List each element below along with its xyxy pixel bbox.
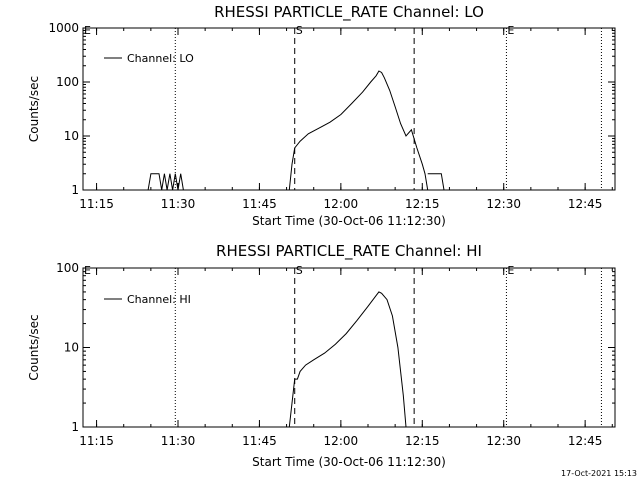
x-tick-label: 12:00	[324, 197, 359, 211]
legend-label: Channel: HI	[127, 293, 191, 306]
x-tick-label: 12:15	[405, 197, 440, 211]
x-tick-label: 12:30	[486, 197, 521, 211]
y-tick-label: 1	[71, 183, 79, 197]
x-tick-label: 11:15	[79, 434, 114, 448]
footer-timestamp: 17-Oct-2021 15:13	[561, 469, 637, 478]
y-axis-label: Counts/sec	[27, 76, 41, 142]
x-tick-label: 12:15	[405, 434, 440, 448]
series-line	[288, 291, 407, 428]
y-axis-label: Counts/sec	[27, 314, 41, 380]
edge-marker-label: E	[84, 264, 91, 277]
y-tick-label: 10	[64, 341, 79, 355]
x-tick-label: 11:30	[161, 434, 196, 448]
y-tick-label: 1	[71, 420, 79, 434]
marker-label: E	[507, 24, 514, 37]
y-tick-label: 100	[56, 75, 79, 89]
y-tick-label: 100	[56, 261, 79, 275]
x-tick-label: 12:45	[568, 434, 603, 448]
y-tick-label: 1000	[48, 21, 79, 35]
panel-lo: RHESSI PARTICLE_RATE Channel: LO 1 10 100 10…	[27, 3, 616, 228]
x-axis-label: Start Time (30-Oct-06 11:12:30)	[252, 214, 446, 228]
x-axis-label: Start Time (30-Oct-06 11:12:30)	[252, 455, 446, 469]
marker-label: S	[296, 264, 303, 277]
x-tick-label: 12:30	[486, 434, 521, 448]
x-tick-label: 11:15	[79, 197, 114, 211]
legend-label: Channel: LO	[127, 52, 194, 65]
chart-title: RHESSI PARTICLE_RATE Channel: HI	[216, 242, 482, 261]
panel-hi: RHESSI PARTICLE_RATE Channel: HI 1 10 100 11…	[27, 242, 616, 469]
x-tick-label: 11:30	[161, 197, 196, 211]
series-line	[147, 173, 184, 191]
plot-frame	[82, 267, 616, 428]
x-tick-label: 12:00	[324, 434, 359, 448]
chart-title: RHESSI PARTICLE_RATE Channel: LO	[214, 3, 484, 22]
series-line	[288, 70, 429, 191]
series-line	[427, 173, 445, 191]
y-tick-label: 10	[64, 129, 79, 143]
marker-label: S	[296, 24, 303, 37]
edge-marker-label: E	[84, 24, 91, 37]
marker-label: E	[507, 264, 514, 277]
x-tick-label: 11:45	[242, 197, 277, 211]
x-tick-label: 12:45	[568, 197, 603, 211]
plot-frame	[82, 27, 616, 191]
x-tick-label: 11:45	[242, 434, 277, 448]
